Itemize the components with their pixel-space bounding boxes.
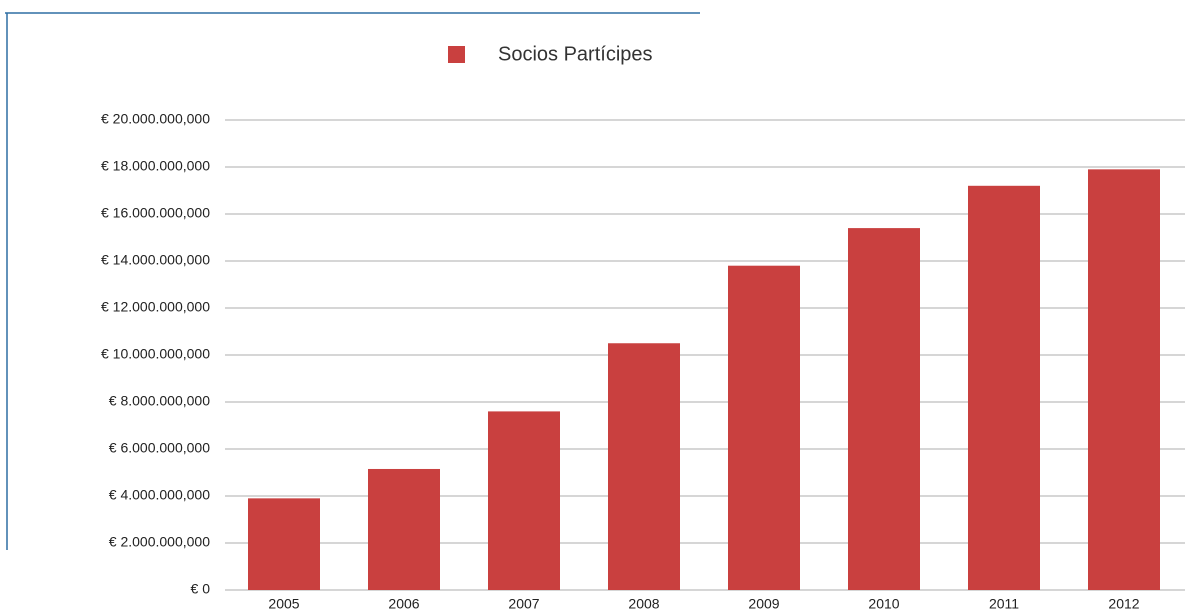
bar [248, 498, 320, 590]
y-tick-label: € 18.000.000,000 [101, 158, 210, 174]
y-tick-label: € 16.000.000,000 [101, 205, 210, 221]
bar [608, 343, 680, 590]
bar [728, 265, 800, 590]
x-tick-label: 2006 [388, 596, 419, 612]
y-tick-label: € 0 [191, 581, 211, 597]
legend-swatch [448, 46, 465, 63]
y-tick-label: € 10.000.000,000 [101, 346, 210, 362]
bar [848, 228, 920, 590]
x-tick-label: 2009 [748, 596, 779, 612]
x-tick-label: 2008 [628, 596, 659, 612]
y-tick-label: € 4.000.000,000 [109, 487, 210, 503]
legend-label: Socios Partícipes [498, 43, 653, 65]
y-tick-label: € 6.000.000,000 [109, 440, 210, 456]
x-tick-label: 2005 [268, 596, 299, 612]
x-tick-label: 2010 [868, 596, 899, 612]
x-tick-label: 2011 [989, 596, 1019, 612]
y-tick-label: € 14.000.000,000 [101, 252, 210, 268]
bar [368, 468, 440, 590]
y-tick-label: € 12.000.000,000 [101, 299, 210, 315]
y-tick-label: € 20.000.000,000 [101, 111, 210, 127]
bar [488, 411, 560, 590]
y-tick-label: € 8.000.000,000 [109, 393, 210, 409]
y-tick-label: € 2.000.000,000 [109, 534, 210, 550]
bar [1088, 169, 1160, 590]
x-tick-label: 2007 [508, 596, 539, 612]
bar [968, 185, 1040, 591]
x-tick-label: 2012 [1108, 596, 1139, 612]
